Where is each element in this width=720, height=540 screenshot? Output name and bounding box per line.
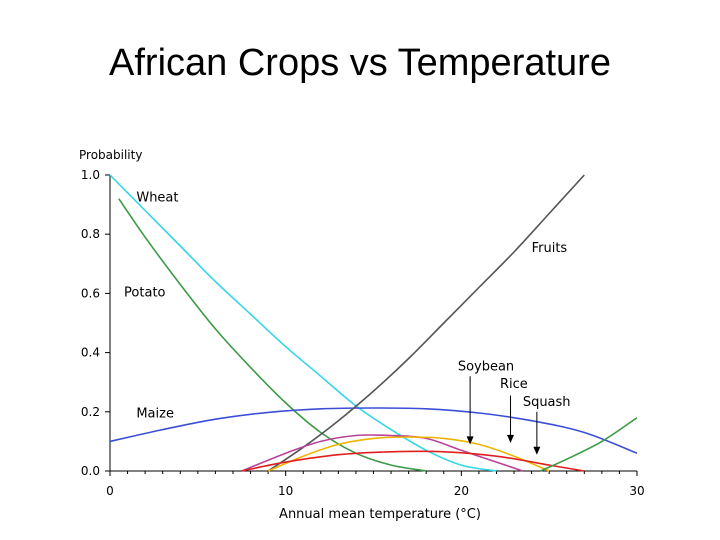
x-tick-label: 20 bbox=[454, 484, 469, 498]
y-tick-label: 0.8 bbox=[81, 227, 100, 241]
series-line-fruits bbox=[267, 174, 585, 472]
label-wheat: Wheat bbox=[136, 191, 178, 206]
series-line-unlabeled-7 bbox=[540, 417, 638, 472]
label-rice: Rice bbox=[500, 377, 528, 392]
label-potato: Potato bbox=[124, 285, 165, 300]
series-lines bbox=[109, 174, 638, 472]
x-axis-title: Annual mean temperature (°C) bbox=[279, 507, 481, 522]
y-tick-label: 0.6 bbox=[81, 286, 100, 300]
label-squash: Squash bbox=[523, 395, 571, 410]
series-line-potato bbox=[118, 198, 427, 472]
series-line-soybean bbox=[241, 434, 524, 472]
x-tick-label: 10 bbox=[278, 484, 293, 498]
annotation-labels: Wheat Potato Maize Fruits Soybean Rice Squash bbox=[124, 191, 570, 422]
series-line-squash bbox=[241, 450, 585, 472]
y-tick-label: 1.0 bbox=[81, 168, 100, 182]
y-tick-label: 0.2 bbox=[81, 405, 100, 419]
arrow-soybean-head bbox=[466, 436, 474, 445]
arrow-rice-head bbox=[507, 434, 515, 443]
label-maize: Maize bbox=[136, 407, 174, 422]
axes: 0.0 0.2 0.4 0.6 0.8 1.0 0 10 20 30 Probability Annu… bbox=[79, 148, 645, 522]
x-tick-label: 30 bbox=[629, 484, 644, 498]
slide-title: African Crops vs Temperature bbox=[109, 42, 611, 84]
series-line-wheat bbox=[109, 174, 497, 472]
x-tick-label: 0 bbox=[106, 484, 114, 498]
y-axis-title: Probability bbox=[79, 148, 142, 162]
label-fruits: Fruits bbox=[532, 241, 568, 256]
series-line-maize bbox=[109, 407, 638, 454]
series-line-rice bbox=[267, 436, 550, 472]
annotation-arrows bbox=[466, 376, 541, 455]
y-tick-label: 0.4 bbox=[81, 346, 100, 360]
label-soybean: Soybean bbox=[458, 359, 514, 374]
arrow-squash-head bbox=[533, 446, 541, 455]
y-tick-label: 0.0 bbox=[81, 464, 100, 478]
